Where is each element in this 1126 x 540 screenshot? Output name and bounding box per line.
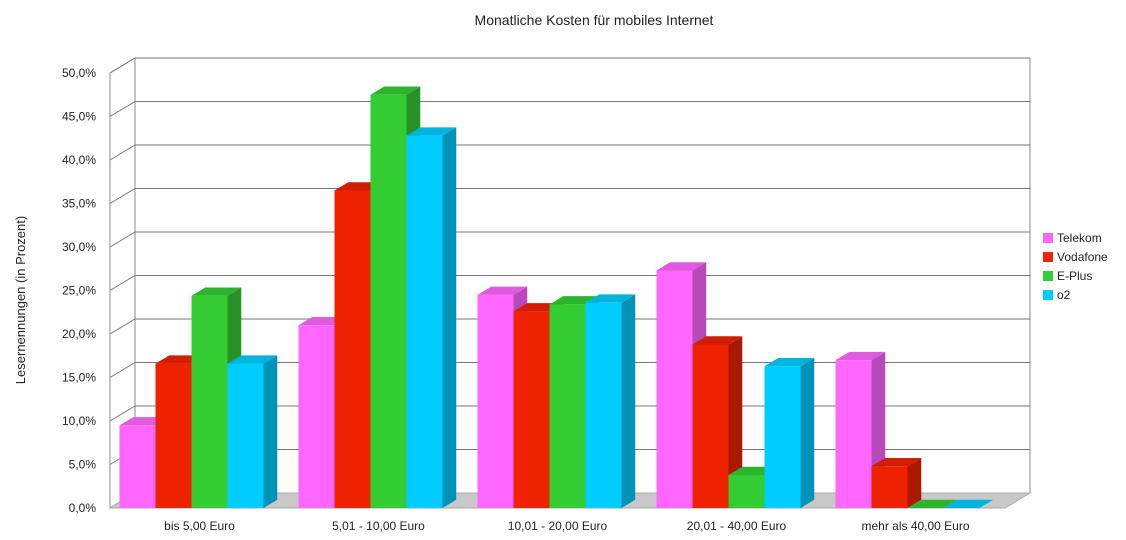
x-tick-label: mehr als 40,00 Euro <box>861 519 969 533</box>
gridline-side <box>109 362 136 378</box>
bar-top <box>191 287 242 296</box>
bar-front <box>692 344 729 508</box>
bar-front <box>155 363 192 508</box>
legend-item: o2 <box>1043 288 1071 302</box>
bar-top <box>656 262 707 271</box>
y-tick-label: 5,0% <box>69 458 97 472</box>
bar-side <box>263 355 278 508</box>
bar-vodafone-4 <box>871 457 922 508</box>
bar-o2-2 <box>585 294 636 508</box>
bar-front <box>191 295 228 508</box>
legend-swatch <box>1043 233 1053 243</box>
y-tick-label: 30,0% <box>62 240 96 254</box>
bar-side <box>621 294 636 508</box>
y-tick-label: 40,0% <box>62 153 96 167</box>
bar-side <box>442 127 457 508</box>
bar-front <box>728 474 765 508</box>
y-tick-label: 0,0% <box>69 501 97 515</box>
legend: Telekom Vodafone E-Plus o2 <box>1043 231 1108 302</box>
bar-side <box>728 336 743 508</box>
bar-front <box>406 135 443 508</box>
x-tick-label: 10,01 - 20,00 Euro <box>508 519 608 533</box>
bar-front <box>513 311 550 508</box>
bar-o2-0 <box>227 355 278 508</box>
bar-front <box>477 294 514 508</box>
bar-top <box>477 286 528 295</box>
bar-top <box>764 357 815 367</box>
legend-swatch <box>1043 252 1053 262</box>
y-tick-label: 25,0% <box>62 284 96 298</box>
y-tick-label: 15,0% <box>62 371 96 385</box>
gridline-side <box>109 188 136 204</box>
y-tick-label: 45,0% <box>62 110 96 124</box>
gridline-side <box>109 275 136 291</box>
y-axis-label: Lesernennungen (in Prozent) <box>13 216 28 384</box>
legend-item: Vodafone <box>1043 250 1108 264</box>
bar-front <box>835 360 872 508</box>
bar-top <box>406 127 457 136</box>
bar-o2-3 <box>764 357 815 508</box>
legend-item: Telekom <box>1043 231 1102 245</box>
bar-vodafone-3 <box>692 336 743 508</box>
bar-front <box>656 270 693 508</box>
bar-side <box>907 457 922 508</box>
bar-top <box>943 499 994 508</box>
bar-top <box>835 351 886 361</box>
gridline-side <box>109 231 136 248</box>
legend-label: Vodafone <box>1057 250 1108 264</box>
ticks-layer: 0,0% 5,0% 10,0% 15,0% 20,0% 25,0% 30,0% 35,0% 40… <box>62 66 970 533</box>
bar-top <box>692 336 743 345</box>
legend-swatch <box>1043 271 1053 281</box>
bar-side <box>800 357 815 508</box>
bar-top <box>370 86 421 95</box>
bar-front <box>119 425 156 508</box>
bar-top <box>585 294 636 303</box>
y-tick-label: 50,0% <box>62 66 96 80</box>
y-tick-label: 10,0% <box>62 414 96 428</box>
legend-swatch <box>1043 290 1053 300</box>
x-tick-label: 20,01 - 40,00 Euro <box>687 519 787 533</box>
bar-front <box>585 302 622 508</box>
gridline-side <box>109 318 136 335</box>
bars-layer <box>119 86 994 508</box>
bar-front <box>871 466 908 508</box>
bar-top <box>227 355 278 364</box>
bar-front <box>549 304 586 508</box>
x-tick-label: 5,01 - 10,00 Euro <box>332 519 425 533</box>
bar-front <box>298 325 335 508</box>
legend-label: Telekom <box>1057 231 1102 245</box>
y-tick-label: 35,0% <box>62 197 96 211</box>
gridline-side <box>109 101 136 117</box>
bar-o2-1 <box>406 127 457 508</box>
chart-title: Monatliche Kosten für mobiles Internet <box>475 12 714 28</box>
bar-front <box>227 363 264 508</box>
gridline-side <box>109 405 136 422</box>
bar-e-plus-4 <box>907 499 958 508</box>
gridline-side <box>109 144 136 161</box>
bar-top <box>907 499 958 508</box>
bar-top <box>871 457 922 467</box>
bar-front <box>764 366 801 508</box>
gridline-side <box>109 57 136 74</box>
legend-label: o2 <box>1057 288 1071 302</box>
x-tick-label: bis 5,00 Euro <box>164 519 235 533</box>
legend-item: E-Plus <box>1043 269 1092 283</box>
bar-front <box>370 94 407 508</box>
y-tick-label: 20,0% <box>62 327 96 341</box>
legend-label: E-Plus <box>1057 269 1092 283</box>
bar-front <box>334 190 371 508</box>
bar-o2-4 <box>943 499 994 508</box>
